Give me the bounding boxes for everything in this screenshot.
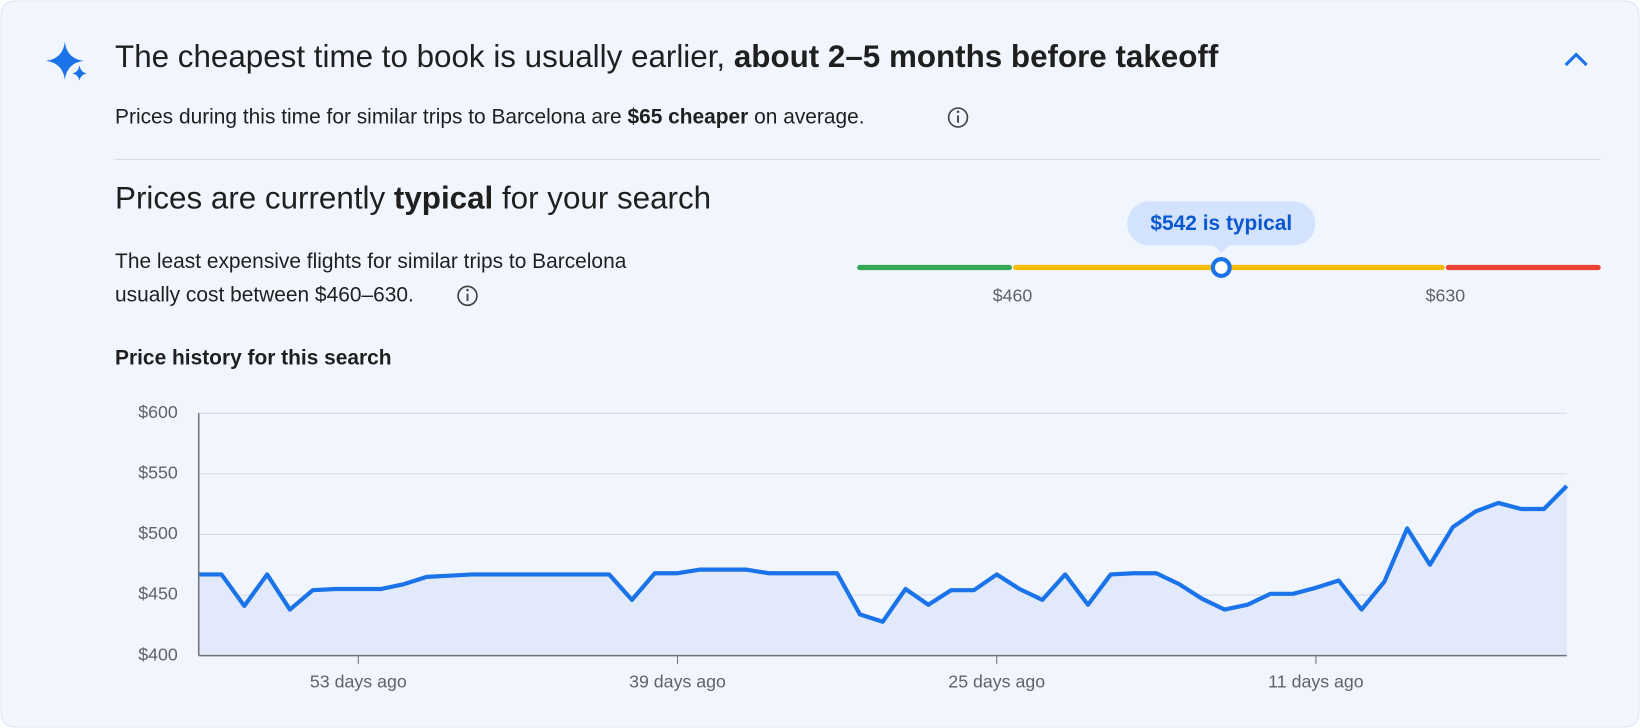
x-tick-label: 11 days ago — [1268, 672, 1364, 692]
status-description: usually cost between $460–630. — [115, 283, 414, 306]
price-bubble — [1127, 201, 1316, 246]
info-icon[interactable] — [457, 285, 478, 307]
headline-bold: about 2–5 months before takeoff — [734, 39, 1219, 74]
range-label: $630 — [1426, 286, 1466, 306]
headline-regular: The cheapest time to book is usually ear… — [115, 39, 734, 74]
y-tick-label: $450 — [138, 584, 178, 604]
insight-text: Prices during this time for similar trip… — [115, 105, 865, 128]
status-description: The least expensive flights for similar … — [115, 250, 627, 273]
insight-after: on average. — [748, 105, 864, 128]
status-before: Prices are currently — [115, 181, 394, 216]
price-line — [198, 484, 1569, 624]
collapse-button[interactable] — [1564, 52, 1588, 67]
y-tick-label: $600 — [138, 402, 178, 422]
sparkle-icon — [46, 41, 87, 81]
insight-bold: $65 cheaper — [627, 105, 748, 128]
current-price-marker — [1210, 257, 1232, 278]
y-tick-label: $400 — [138, 644, 178, 664]
insight-before: Prices during this time for similar trip… — [115, 105, 627, 128]
x-tick-label: 39 days ago — [629, 672, 726, 692]
x-tick-label: 53 days ago — [310, 672, 407, 692]
headline: The cheapest time to book is usually ear… — [115, 39, 1219, 74]
range-label: $460 — [993, 286, 1033, 306]
status-after: for your search — [493, 181, 711, 216]
info-icon[interactable] — [947, 107, 969, 128]
status-heading: Prices are currently typical for your se… — [115, 181, 711, 216]
chart-title: Price history for this search — [115, 346, 392, 369]
x-tick-label: 25 days ago — [948, 672, 1045, 692]
area — [198, 486, 1567, 656]
y-tick-label: $500 — [138, 523, 178, 543]
y-tick-label: $550 — [138, 463, 178, 483]
status-bold: typical — [394, 181, 493, 216]
price-bubble-text: $542 is typical — [1150, 212, 1292, 235]
price-bubble-pointer — [1213, 245, 1229, 253]
